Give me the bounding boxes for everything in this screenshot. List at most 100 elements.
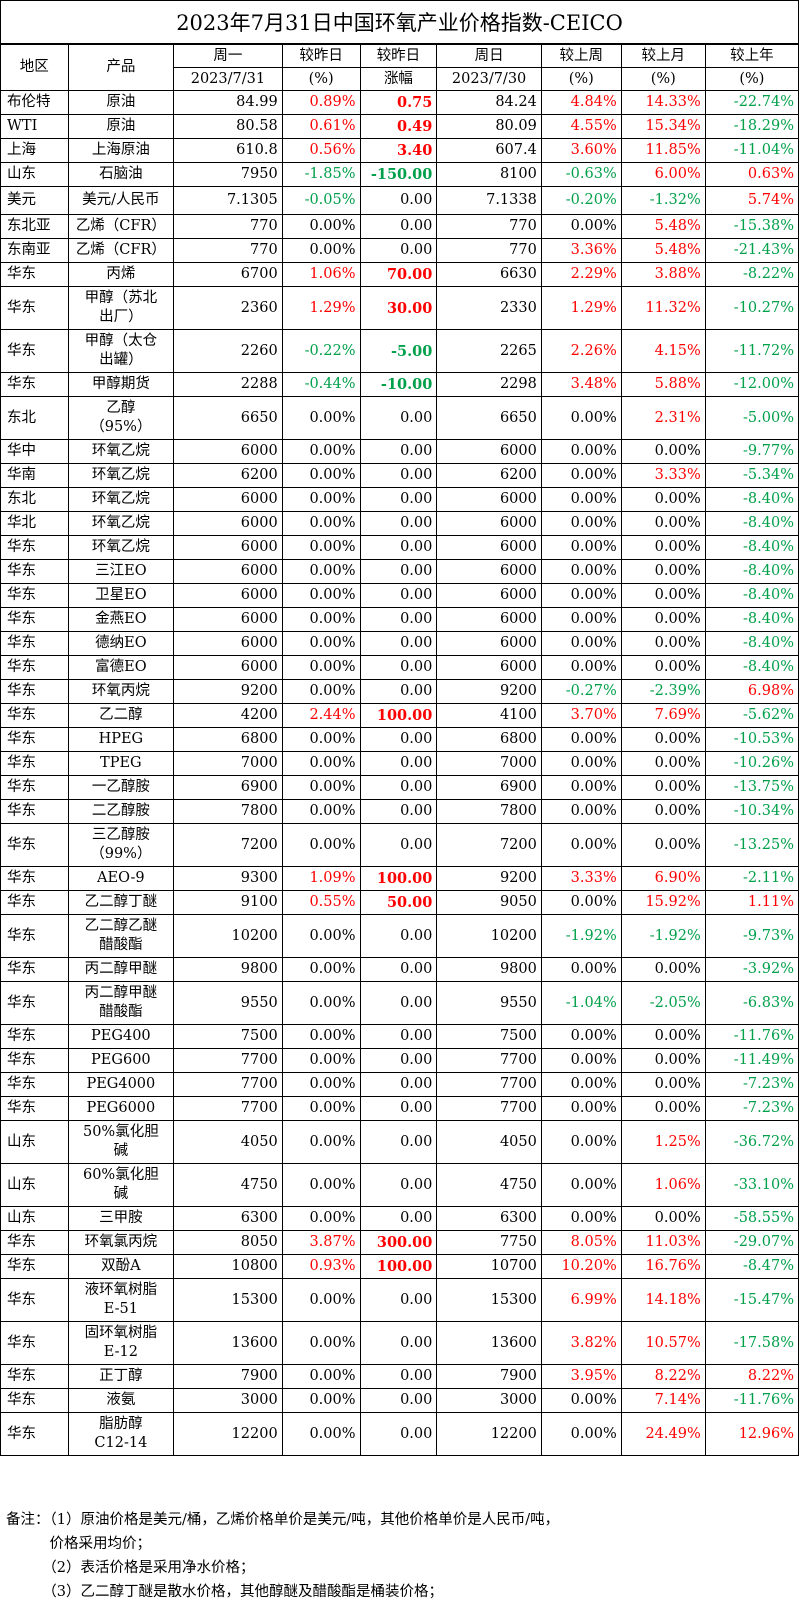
monthly-change-cell: 0.00%	[620, 511, 706, 536]
daily-change-amt-cell: 0.00	[359, 751, 438, 776]
monthly-change-cell: 16.76%	[620, 1254, 706, 1279]
product-name-line: 丙二醇甲醚	[84, 961, 158, 977]
region-cell: 华南	[0, 463, 69, 488]
monthly-change-cell: 1.25%	[620, 1120, 706, 1164]
region-cell: 华东	[0, 535, 69, 560]
weekly-change-cell: 4.55%	[540, 114, 622, 139]
product-name-line: 甲醇期货	[91, 376, 150, 392]
product-cell: 甲醇（太仓 出罐）	[67, 329, 175, 373]
region-cell: 华东	[0, 866, 69, 891]
daily-change-amt-cell: 0.00	[359, 1412, 438, 1456]
sunday-price-cell: 9800	[436, 957, 542, 982]
monday-price-cell: 2288	[173, 372, 283, 397]
daily-change-amt-cell: 0.00	[359, 655, 438, 680]
weekly-change-cell: 3.33%	[540, 866, 622, 891]
header-monday-date: 2023/7/31	[173, 67, 283, 91]
daily-change-pct-cell: 0.00%	[281, 535, 361, 560]
weekly-change-cell: 0.00%	[540, 799, 622, 824]
table-row: 华东 HPEG 6800 0.00% 0.00 6800 0.00% 0.00% -10.53%	[0, 727, 800, 752]
product-cell: TPEG	[67, 751, 175, 776]
yearly-change-cell: -11.76%	[704, 1388, 800, 1413]
weekly-change-cell: 0.00%	[540, 1096, 622, 1121]
weekly-change-cell: 4.84%	[540, 90, 622, 115]
sunday-price-cell: 6000	[436, 583, 542, 608]
footnote-line: （3）乙二醇丁醚是散水价格，其他醇醚及醋酸酯是桶装价格；	[6, 1584, 443, 1600]
monday-price-cell: 84.99	[173, 90, 283, 115]
region-cell: 华东	[0, 703, 69, 728]
weekly-change-cell: 10.20%	[540, 1254, 622, 1279]
daily-change-pct-cell: -1.85%	[281, 162, 361, 187]
table-row: 华东 双酚A 10800 0.93% 100.00 10700 10.20% 16.76% -8…	[0, 1254, 800, 1279]
daily-change-amt-cell: 0.00	[359, 1120, 438, 1164]
product-cell: 丙二醇甲醚	[67, 957, 175, 982]
daily-change-amt-cell: 50.00	[359, 890, 438, 915]
daily-change-amt-cell: 0.00	[359, 679, 438, 704]
header-year-unit: (%)	[704, 67, 800, 91]
table-row: 华东 PEG6000 7700 0.00% 0.00 7700 0.00% 0.00% -7.2…	[0, 1096, 800, 1121]
region-cell: 华东	[0, 262, 69, 287]
weekly-change-cell: 0.00%	[540, 957, 622, 982]
product-cell: 金燕EO	[67, 607, 175, 632]
daily-change-pct-cell: 0.00%	[281, 583, 361, 608]
yearly-change-cell: -9.73%	[704, 914, 800, 958]
product-cell: 双酚A	[67, 1254, 175, 1279]
weekly-change-cell: 0.00%	[540, 1024, 622, 1049]
sunday-price-cell: 2298	[436, 372, 542, 397]
monthly-change-cell: 0.00%	[620, 655, 706, 680]
weekly-change-cell: 0.00%	[540, 727, 622, 752]
region-cell: 华东	[0, 957, 69, 982]
product-cell: PEG4000	[67, 1072, 175, 1097]
monthly-change-cell: -2.39%	[620, 679, 706, 704]
monday-price-cell: 7700	[173, 1072, 283, 1097]
monthly-change-cell: 5.48%	[620, 238, 706, 263]
monday-price-cell: 6700	[173, 262, 283, 287]
monthly-change-cell: 0.00%	[620, 727, 706, 752]
weekly-change-cell: 0.00%	[540, 631, 622, 656]
weekly-change-cell: 8.05%	[540, 1230, 622, 1255]
product-cell: 美元/人民币	[67, 186, 175, 215]
sunday-price-cell: 770	[436, 214, 542, 239]
product-name-line: 德纳EO	[95, 635, 147, 651]
daily-change-pct-cell: 0.00%	[281, 1163, 361, 1207]
yearly-change-cell: -8.40%	[704, 607, 800, 632]
table-row: 美元 美元/人民币 7.1305 -0.05% 0.00 7.1338 -0.20% -1.3…	[0, 186, 800, 215]
monday-price-cell: 6000	[173, 439, 283, 464]
table-row: 华东 液氨 3000 0.00% 0.00 3000 0.00% 7.14% -11.76%	[0, 1388, 800, 1413]
table-row: 华东 丙二醇甲醚 醋酸酯 9550 0.00% 0.00 9550 -1.04% -2.05% -…	[0, 981, 800, 1025]
yearly-change-cell: -5.34%	[704, 463, 800, 488]
monthly-change-cell: 0.00%	[620, 751, 706, 776]
weekly-change-cell: 6.99%	[540, 1278, 622, 1322]
region-cell: 布伦特	[0, 90, 69, 115]
region-cell: 华东	[0, 1230, 69, 1255]
table-row: 华东 丙烯 6700 1.06% 70.00 6630 2.29% 3.88% -8.22%	[0, 262, 800, 287]
monthly-change-cell: 0.00%	[620, 487, 706, 512]
sunday-price-cell: 7500	[436, 1024, 542, 1049]
yearly-change-cell: -8.22%	[704, 262, 800, 287]
daily-change-amt-cell: 0.00	[359, 559, 438, 584]
product-cell: 卫星EO	[67, 583, 175, 608]
sunday-price-cell: 13600	[436, 1321, 542, 1365]
daily-change-amt-cell: 0.00	[359, 583, 438, 608]
footnote: 备注：（1）原油价格是美元/桶，乙烯价格单价是美元/吨，其他价格单价是人民币/吨…	[6, 1508, 796, 1604]
region-cell: 华东	[0, 559, 69, 584]
table-row: 上海 上海原油 610.8 0.56% 3.40 607.4 3.60% 11.85% -11.…	[0, 138, 800, 163]
header-change-amt-unit: 涨幅	[359, 67, 438, 91]
monday-price-cell: 7.1305	[173, 186, 283, 215]
product-cell: 二乙醇胺	[67, 799, 175, 824]
product-name-line: 碱	[113, 1186, 129, 1202]
monday-price-cell: 4750	[173, 1163, 283, 1207]
weekly-change-cell: 2.29%	[540, 262, 622, 287]
monthly-change-cell: -2.05%	[620, 981, 706, 1025]
region-cell: 山东	[0, 1206, 69, 1231]
table-row: 华东 一乙醇胺 6900 0.00% 0.00 6900 0.00% 0.00% -13.75%	[0, 775, 800, 800]
table-row: 华东 环氧丙烷 9200 0.00% 0.00 9200 -0.27% -2.39% 6.98%	[0, 679, 800, 704]
table-row: 华东 AEO-9 9300 1.09% 100.00 9200 3.33% 6.90% -2.1…	[0, 866, 800, 891]
daily-change-amt-cell: 100.00	[359, 866, 438, 891]
daily-change-amt-cell: 0.00	[359, 396, 438, 440]
product-cell: AEO-9	[67, 866, 175, 891]
sunday-price-cell: 6000	[436, 607, 542, 632]
monthly-change-cell: 5.88%	[620, 372, 706, 397]
daily-change-pct-cell: 0.00%	[281, 1024, 361, 1049]
footnote-line: 价格采用均价；	[6, 1536, 151, 1552]
table-row: 华东 甲醇期货 2288 -0.44% -10.00 2298 3.48% 5.88% -12.…	[0, 372, 800, 397]
